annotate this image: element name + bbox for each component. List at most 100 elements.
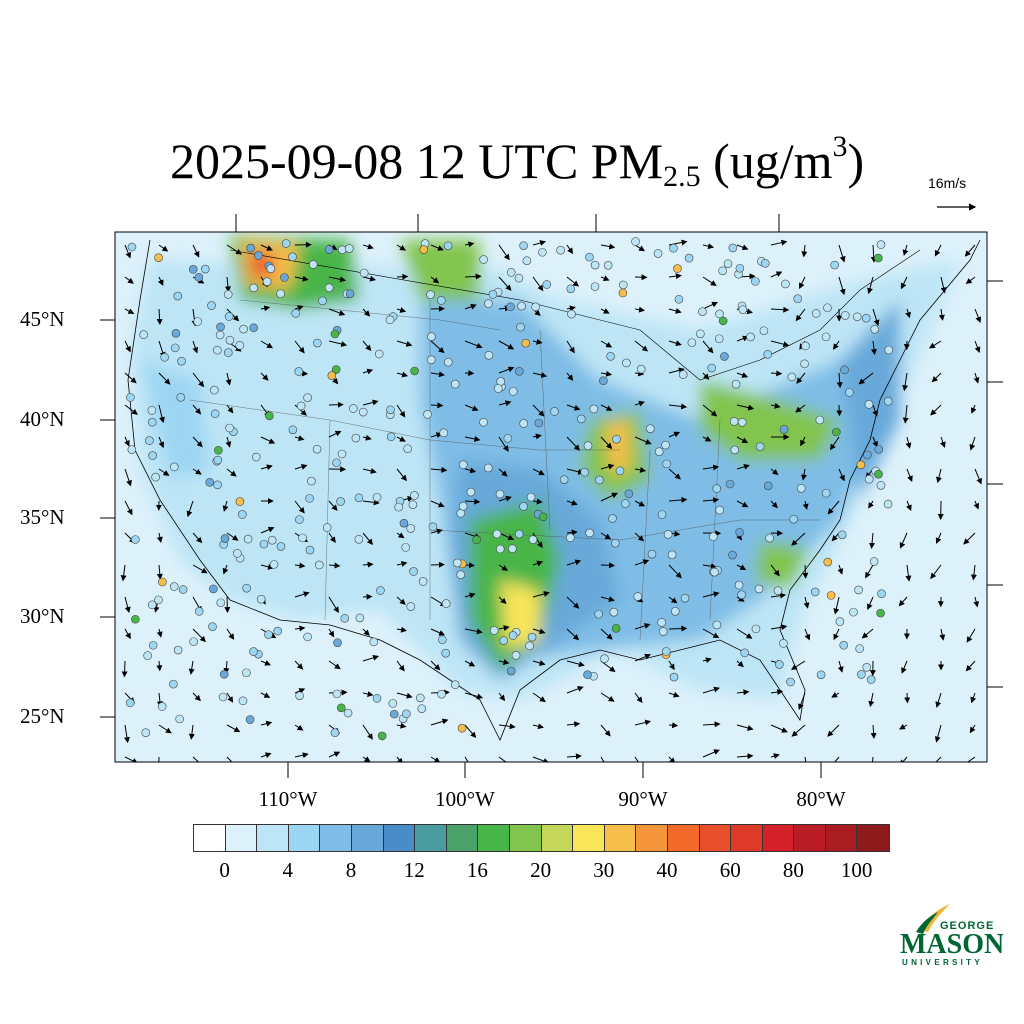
station-marker	[712, 484, 722, 493]
wind-arrow	[702, 435, 712, 442]
station-marker	[259, 539, 269, 549]
station-marker	[423, 410, 432, 419]
wind-arrow	[869, 532, 876, 549]
colorbar-label: 12	[403, 858, 425, 882]
station-marker	[441, 648, 451, 658]
lon-label: 90°W	[618, 787, 668, 811]
wind-arrow	[156, 660, 163, 672]
station-marker	[224, 348, 233, 357]
wind-arrow	[566, 340, 575, 354]
wind-arrow	[328, 276, 347, 283]
station-marker	[658, 627, 668, 636]
station-marker	[876, 240, 886, 249]
station-marker	[624, 489, 634, 499]
station-marker	[734, 580, 744, 590]
wind-arrow	[192, 244, 200, 258]
wind-arrow	[328, 532, 336, 543]
station-marker	[288, 425, 298, 435]
colorbar-label: 16	[466, 858, 488, 882]
wind-arrow	[124, 500, 133, 516]
wind-arrow	[801, 468, 807, 481]
wind-arrow	[532, 404, 545, 417]
wind-arrow	[934, 724, 942, 743]
station-marker	[318, 296, 327, 306]
wind-arrow	[192, 564, 208, 574]
wind-arrow	[157, 276, 164, 286]
colorbar-label: 40	[656, 858, 678, 882]
colorbar-swatch	[857, 825, 890, 851]
wind-arrow	[430, 718, 449, 726]
wind-arrow	[226, 724, 241, 733]
wind-arrow	[430, 756, 441, 762]
station-marker	[657, 618, 666, 627]
station-marker	[728, 550, 737, 560]
wind-arrow	[868, 692, 875, 708]
wind-arrow	[871, 756, 874, 762]
wind-arrow	[833, 628, 840, 641]
station-marker	[340, 613, 350, 623]
station-marker	[224, 312, 234, 321]
wind-arrow	[498, 244, 510, 261]
station-marker	[495, 544, 505, 554]
wind-arrow	[396, 307, 407, 313]
station-marker	[295, 691, 304, 701]
wind-arrow	[396, 692, 413, 699]
station-marker	[577, 414, 586, 424]
wind-arrow	[260, 660, 271, 666]
station-marker	[388, 699, 398, 708]
station-marker	[256, 594, 266, 604]
station-marker	[606, 352, 615, 361]
wind-arrow	[770, 306, 790, 313]
station-marker	[519, 502, 528, 511]
station-marker	[517, 301, 526, 311]
station-marker	[359, 268, 369, 278]
wind-arrow	[464, 404, 479, 412]
station-marker	[305, 545, 315, 555]
station-marker	[506, 302, 515, 312]
wind-arrow	[396, 626, 407, 633]
station-marker	[441, 599, 451, 608]
station-marker	[249, 283, 259, 293]
wind-arrow	[736, 596, 745, 602]
wind-arrow	[906, 500, 912, 511]
wind-arrow	[158, 468, 170, 476]
lon-label: 80°W	[796, 787, 846, 811]
wind-arrow	[328, 500, 338, 511]
station-marker	[621, 499, 630, 508]
station-marker	[399, 518, 409, 528]
colorbar-label: 4	[282, 858, 294, 882]
colorbar-swatch	[478, 825, 510, 851]
station-marker	[789, 514, 798, 524]
wind-arrow	[770, 468, 779, 476]
wind-arrow	[668, 273, 682, 280]
svg-text:GEORGE: GEORGE	[940, 920, 994, 932]
wind-arrow	[736, 463, 750, 470]
station-marker	[661, 440, 670, 450]
wind-arrow	[902, 372, 909, 392]
wind-arrow	[498, 596, 507, 605]
station-marker	[349, 404, 358, 413]
wind-arrow	[260, 526, 275, 534]
station-marker	[225, 423, 234, 433]
wind-arrow	[294, 724, 304, 731]
station-marker	[821, 332, 831, 342]
station-marker	[438, 635, 447, 645]
station-marker	[874, 253, 883, 263]
wind-arrow	[804, 628, 811, 641]
wind-arrow	[702, 497, 720, 504]
station-marker	[402, 709, 411, 719]
wind-arrow	[702, 372, 710, 380]
wind-arrow	[837, 564, 844, 575]
station-marker	[594, 609, 603, 619]
station-marker	[618, 288, 628, 298]
wind-arrow	[736, 436, 749, 444]
wind-arrow	[799, 276, 806, 290]
wind-arrow	[294, 660, 304, 670]
wind-arrow	[192, 532, 203, 544]
wind-arrow	[973, 372, 980, 384]
station-marker	[139, 330, 148, 339]
wind-arrow	[668, 307, 682, 314]
wind-arrow	[430, 500, 445, 508]
wind-arrow	[396, 561, 408, 567]
station-marker	[835, 617, 845, 626]
